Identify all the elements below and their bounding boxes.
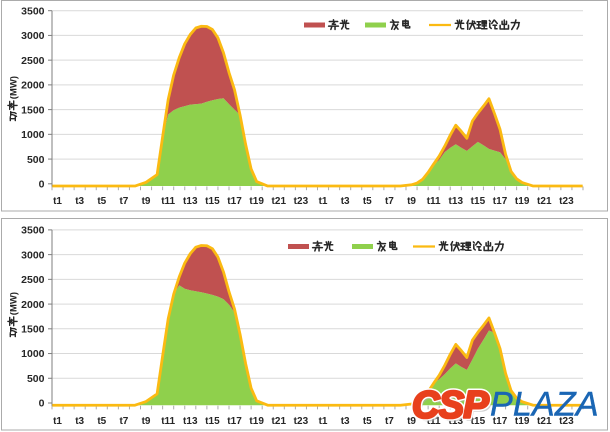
svg-text:t1: t1 [53,196,62,207]
svg-text:t21: t21 [537,196,552,207]
svg-text:0: 0 [39,398,45,410]
svg-text:3000: 3000 [21,249,45,261]
svg-text:t9: t9 [407,196,416,207]
svg-text:t7: t7 [119,196,128,207]
svg-text:1000: 1000 [21,129,45,141]
svg-text:3500: 3500 [21,225,45,237]
svg-text:1500: 1500 [21,104,45,116]
svg-text:t19: t19 [515,196,530,207]
svg-text:2000: 2000 [21,80,45,92]
svg-text:1000: 1000 [21,348,45,360]
svg-text:t13: t13 [449,196,464,207]
svg-text:t3: t3 [341,416,350,427]
svg-text:t3: t3 [341,196,350,207]
svg-text:3500: 3500 [21,5,45,17]
svg-text:t1: t1 [53,416,62,427]
svg-text:t23: t23 [294,196,309,207]
svg-text:t21: t21 [537,416,552,427]
svg-text:(MW): (MW) [9,292,20,315]
svg-text:t5: t5 [363,196,372,207]
svg-text:t7: t7 [385,416,394,427]
svg-text:CSP: CSP [412,385,489,427]
svg-text:t5: t5 [363,416,372,427]
svg-text:(MW): (MW) [9,76,20,99]
svg-text:t3: t3 [75,416,84,427]
svg-text:t3: t3 [75,196,84,207]
svg-text:t11: t11 [161,196,175,207]
svg-text:t9: t9 [142,196,151,207]
svg-text:t5: t5 [97,416,106,427]
svg-text:2500: 2500 [21,55,45,67]
svg-text:t1: t1 [319,196,328,207]
svg-text:t9: t9 [407,416,416,427]
svg-text:t15: t15 [471,416,486,427]
svg-text:t13: t13 [183,196,198,207]
svg-text:CSP: CSP [412,385,489,427]
svg-text:t17: t17 [227,196,242,207]
svg-text:t13: t13 [183,416,198,427]
svg-text:t23: t23 [559,196,574,207]
svg-text:t17: t17 [493,196,508,207]
svg-text:t15: t15 [471,196,486,207]
svg-text:t7: t7 [385,196,394,207]
svg-text:t13: t13 [449,416,464,427]
svg-text:500: 500 [27,154,45,166]
svg-text:500: 500 [27,373,45,385]
svg-text:t23: t23 [559,416,574,427]
svg-text:CSP: CSP [415,388,492,430]
svg-text:t7: t7 [119,416,128,427]
svg-text:t11: t11 [427,196,441,207]
svg-text:t21: t21 [272,416,287,427]
svg-text:1500: 1500 [21,324,45,336]
svg-text:t17: t17 [493,416,508,427]
svg-text:t15: t15 [205,196,220,207]
svg-text:t5: t5 [97,196,106,207]
svg-text:t1: t1 [319,416,328,427]
svg-text:t21: t21 [272,196,287,207]
svg-text:t19: t19 [249,416,264,427]
svg-text:t15: t15 [205,416,220,427]
svg-text:t9: t9 [142,416,151,427]
svg-text:2000: 2000 [21,299,45,311]
svg-text:t11: t11 [427,416,441,427]
svg-text:t11: t11 [161,416,175,427]
svg-text:2500: 2500 [21,274,45,286]
svg-text:PLAZA: PLAZA [490,386,599,424]
svg-text:0: 0 [39,179,45,191]
svg-text:3000: 3000 [21,30,45,42]
svg-text:t19: t19 [515,416,530,427]
svg-text:t17: t17 [227,416,242,427]
svg-text:t23: t23 [294,416,309,427]
svg-text:t19: t19 [249,196,264,207]
